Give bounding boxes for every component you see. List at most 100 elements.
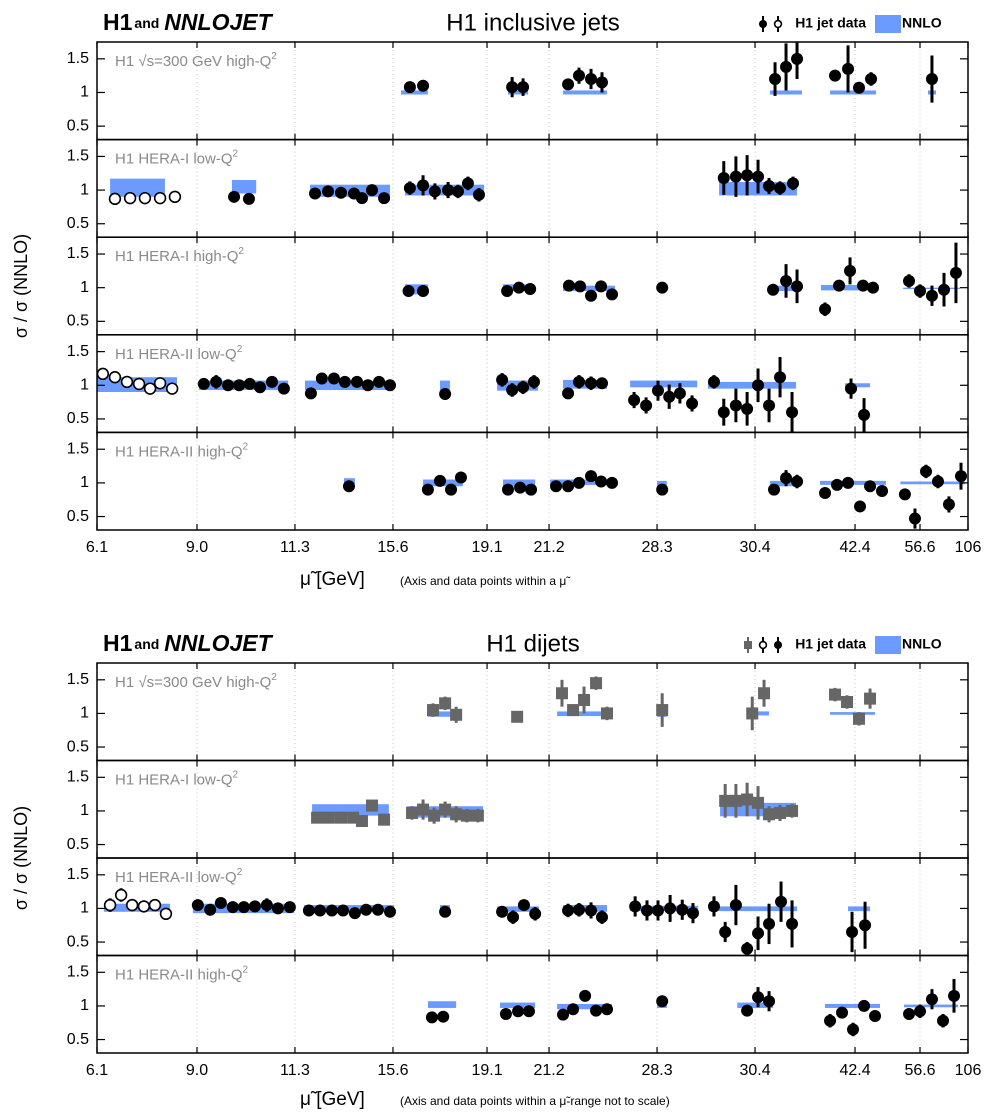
panel-label-sup: 2 — [243, 441, 249, 452]
data-point — [836, 1006, 849, 1019]
data-point — [914, 285, 927, 298]
data-point — [758, 687, 771, 700]
nnlo-band — [110, 178, 165, 197]
y-tick-label: 0.5 — [67, 836, 89, 853]
data-point — [153, 377, 167, 390]
nnlo-band — [830, 90, 877, 95]
data-point — [108, 371, 122, 384]
data-point — [787, 177, 800, 190]
data-point — [585, 904, 598, 917]
data-point — [791, 280, 804, 293]
data-point — [578, 693, 591, 706]
data-point — [502, 483, 515, 496]
data-point — [752, 927, 765, 940]
nnlo-band — [563, 90, 608, 95]
data-point — [719, 794, 732, 807]
data-point — [590, 677, 603, 690]
panel-plot — [97, 432, 968, 530]
data-point — [322, 811, 335, 824]
data-point — [517, 81, 530, 94]
x-tick-label: 42.4 — [839, 539, 870, 556]
y-tick-label: 1 — [80, 802, 89, 819]
data-point — [314, 904, 327, 917]
data-point — [819, 303, 832, 316]
data-point — [496, 905, 509, 918]
x-tick-label: 9.0 — [186, 539, 208, 556]
panel-label: H1 HERA-II low-Q2 — [115, 867, 243, 886]
data-point — [148, 898, 162, 912]
data-point — [439, 803, 452, 816]
x-tick-label: 15.6 — [377, 1062, 408, 1079]
nnlo-band — [312, 804, 389, 816]
data-point — [869, 1010, 882, 1023]
y-tick-label: 1 — [80, 84, 89, 101]
legend-label: H1 jet data — [795, 15, 866, 31]
data-point — [325, 904, 338, 917]
data-point — [824, 1014, 837, 1027]
data-point — [769, 73, 782, 86]
data-point — [108, 192, 122, 206]
data-point — [845, 382, 858, 395]
data-point — [768, 483, 781, 496]
data-point — [656, 281, 669, 294]
data-point — [527, 375, 540, 388]
data-point — [780, 274, 793, 287]
nnlo-band — [748, 711, 770, 716]
data-point — [585, 73, 598, 86]
x-tick-label: 21.2 — [533, 539, 564, 556]
panel-label-sup: 2 — [238, 246, 244, 257]
data-point — [601, 707, 614, 720]
data-point — [507, 911, 520, 924]
data-point — [522, 1005, 535, 1018]
data-point — [222, 379, 235, 392]
nnlo-band — [405, 284, 428, 295]
data-point — [908, 512, 921, 525]
data-point — [763, 399, 776, 412]
data-point — [831, 478, 844, 491]
x-axis-note: (Axis and data points within a μ̃-range … — [400, 1094, 670, 1108]
y-tick-label: 0.5 — [67, 313, 89, 330]
data-point — [277, 382, 290, 395]
x-tick-label: 56.6 — [904, 1062, 935, 1079]
panel-label-text: H1 √s=300 GeV high-Q — [115, 674, 271, 691]
data-point — [228, 190, 241, 203]
data-point — [719, 925, 732, 938]
panel: 0.5 1 1.5 H1 HERA-I low-Q2 — [67, 759, 969, 859]
x-tick-label: 6.1 — [86, 539, 108, 556]
data-point — [858, 999, 871, 1012]
nnlo-band — [557, 1003, 613, 1010]
data-point — [242, 192, 255, 205]
panel-label-sup: 2 — [233, 148, 239, 159]
data-point — [847, 1023, 860, 1036]
data-point — [819, 486, 832, 499]
y-tick-label: 1.5 — [67, 964, 89, 981]
data-point — [302, 904, 315, 917]
data-point — [442, 184, 455, 197]
data-point — [774, 371, 787, 384]
y-tick-label: 0.5 — [67, 933, 89, 950]
data-point — [579, 989, 592, 1002]
data-point — [867, 281, 880, 294]
data-point — [461, 177, 474, 190]
nnlo-band — [500, 1002, 536, 1008]
data-point — [165, 382, 179, 395]
data-point — [842, 476, 855, 489]
data-point — [717, 406, 730, 419]
nnlo-band — [707, 381, 797, 389]
data-point — [656, 704, 669, 717]
data-point — [433, 474, 446, 487]
data-point — [925, 993, 938, 1006]
x-tick-label: 56.6 — [904, 539, 935, 556]
data-point — [103, 898, 117, 912]
data-point — [403, 182, 416, 195]
x-tick-label: 28.3 — [641, 1062, 672, 1079]
data-point — [763, 180, 776, 193]
data-point — [641, 904, 654, 917]
data-point — [791, 52, 804, 65]
data-point — [143, 382, 157, 395]
data-point — [567, 1003, 580, 1016]
x-tick-label: 19.1 — [471, 539, 502, 556]
nnlo-band — [427, 711, 461, 717]
logo-and: and — [134, 636, 159, 652]
